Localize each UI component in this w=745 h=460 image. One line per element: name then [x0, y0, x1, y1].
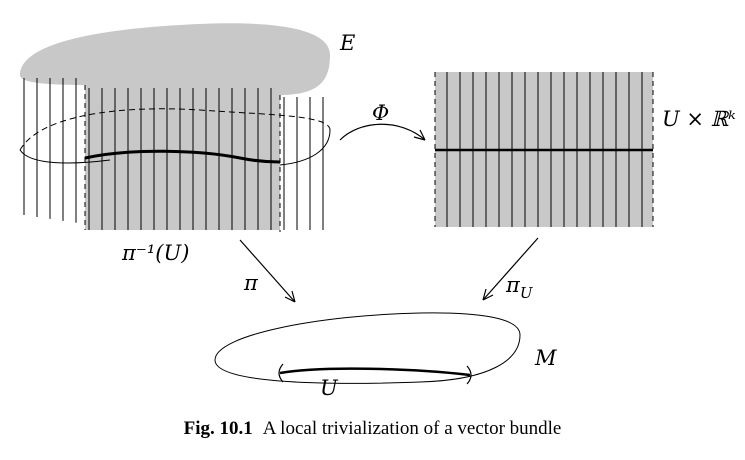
open-set-left-paren — [278, 363, 284, 383]
label-E: E — [339, 31, 355, 55]
total-space-E — [19, 23, 331, 232]
preimage-region — [85, 85, 280, 230]
label-product: U × ℝᵏ — [662, 107, 736, 131]
label-pi-U: πU — [505, 273, 534, 302]
front-contour-right — [279, 129, 331, 166]
caption-text: A local trivialization of a vector bundl… — [262, 418, 562, 439]
label-phi: Φ — [372, 101, 389, 125]
front-contour — [19, 149, 111, 164]
figure-number: Fig. 10.1 — [183, 418, 253, 439]
arrow-pi-U — [482, 237, 539, 301]
arrowhead-phi — [413, 129, 426, 141]
label-preimage: π⁻¹(U) — [121, 241, 189, 265]
arrow-pi — [239, 239, 296, 303]
base-manifold — [214, 312, 521, 384]
label-pi: π — [243, 271, 259, 295]
arrow-phi — [339, 123, 426, 141]
arrowhead-pi — [284, 290, 296, 303]
section-curve — [84, 149, 281, 164]
label-M: M — [534, 346, 557, 370]
back-contour — [19, 108, 331, 151]
top-face — [20, 23, 330, 96]
product-space — [434, 72, 654, 227]
arrowhead-pi-U — [482, 288, 494, 301]
open-set-U — [279, 367, 471, 377]
open-set-right-paren — [466, 365, 472, 385]
figure-caption: Fig. 10.1 A local trivialization of a vec… — [0, 418, 745, 440]
label-U: U — [320, 376, 339, 400]
